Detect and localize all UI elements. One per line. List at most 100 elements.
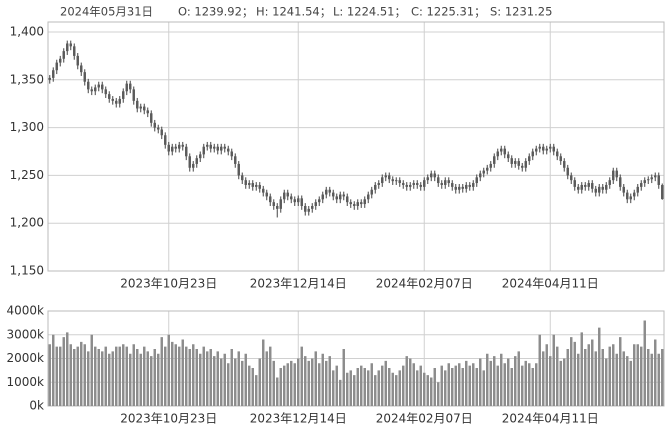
- volume-bar: [52, 334, 55, 406]
- volume-bar: [654, 339, 657, 406]
- volume-bar: [146, 351, 149, 406]
- candle-body: [419, 184, 422, 187]
- header-item: S: 1231.25: [490, 5, 552, 19]
- volume-bar: [612, 344, 615, 406]
- volume-bar: [293, 363, 296, 406]
- candle-body: [269, 196, 272, 203]
- candle-body: [199, 154, 202, 159]
- candle-body: [549, 146, 552, 149]
- volume-bar: [139, 353, 142, 406]
- candle-body: [272, 202, 275, 206]
- volume-bar: [416, 370, 419, 406]
- volume-bar: [304, 356, 307, 406]
- volume-bar: [640, 346, 643, 406]
- volume-bar: [90, 334, 93, 406]
- volume-bar: [178, 346, 181, 406]
- candle-body: [80, 65, 83, 73]
- y-tick-label: 1000k: [7, 375, 45, 389]
- volume-bar: [661, 349, 664, 406]
- candle-body: [514, 161, 517, 164]
- volume-bar: [500, 353, 503, 406]
- volume-bar: [234, 358, 237, 406]
- candle-body: [101, 84, 104, 90]
- plot-frame: [47, 21, 665, 272]
- volume-bar: [423, 372, 426, 406]
- volume-bar: [370, 363, 373, 406]
- volume-bar: [570, 337, 573, 406]
- volume-bar: [433, 368, 436, 406]
- candle-body: [657, 175, 660, 185]
- volume-bar: [577, 353, 580, 406]
- candle-body: [475, 177, 478, 184]
- candle-body: [237, 163, 240, 176]
- candle-body: [356, 202, 359, 206]
- candle-body: [647, 179, 650, 181]
- candle-body: [384, 175, 387, 178]
- volume-bar: [468, 365, 471, 406]
- candle-body: [293, 199, 296, 203]
- candle-body: [55, 62, 58, 71]
- volume-bar: [353, 375, 356, 406]
- candle-body: [654, 175, 657, 178]
- candle-body: [157, 127, 160, 130]
- candle-body: [328, 189, 331, 193]
- volume-bar: [346, 372, 349, 406]
- candle-body: [202, 146, 205, 155]
- x-tick-label: 2023年10月23日: [120, 412, 217, 426]
- volume-bar: [388, 368, 391, 406]
- candle-body: [279, 199, 282, 209]
- candle-body: [265, 192, 268, 197]
- volume-bar: [559, 360, 562, 406]
- candle-body: [409, 184, 412, 187]
- volume-bar: [426, 375, 429, 406]
- volume-bar: [164, 346, 167, 406]
- candle-body: [213, 146, 216, 149]
- candle-body: [192, 163, 195, 168]
- candle-body: [136, 100, 139, 109]
- candle-body: [559, 156, 562, 162]
- volume-bar: [419, 365, 422, 406]
- volume-bar: [647, 349, 650, 406]
- volume-bar: [251, 368, 254, 406]
- candle-body: [402, 183, 405, 185]
- volume-bar: [395, 375, 398, 406]
- volume-bar: [283, 365, 286, 406]
- candle-body: [97, 84, 100, 88]
- candle-body: [440, 183, 443, 185]
- candle-body: [570, 175, 573, 181]
- volume-bar: [237, 351, 240, 406]
- volume-bar: [622, 351, 625, 406]
- volume-bar: [489, 360, 492, 406]
- volume-bar: [542, 351, 545, 406]
- candle-body: [486, 167, 489, 171]
- candle-body: [129, 83, 132, 90]
- candle-body: [521, 165, 524, 168]
- candle-body: [286, 192, 289, 197]
- candle-body: [482, 170, 485, 174]
- candle-body: [451, 183, 454, 187]
- candle-body: [577, 186, 580, 190]
- candle-body: [220, 146, 223, 151]
- volume-bar: [122, 344, 125, 406]
- candle-body: [584, 184, 587, 187]
- volume-bar: [132, 344, 135, 406]
- volume-bar: [171, 341, 174, 406]
- volume-bar: [160, 337, 163, 406]
- candle-body: [542, 146, 545, 151]
- candle-body: [174, 146, 177, 149]
- volume-bar: [255, 375, 258, 406]
- header-item: C: 1225.31；: [411, 5, 486, 19]
- candle-body: [111, 98, 114, 101]
- volume-bar: [566, 349, 569, 406]
- volume-bar: [258, 358, 261, 406]
- candle-body: [563, 161, 566, 168]
- candle-body: [507, 154, 510, 159]
- volume-bar: [230, 349, 233, 406]
- candle-body: [125, 83, 128, 92]
- candle-body: [244, 180, 247, 185]
- volume-bar: [55, 346, 58, 406]
- candle-body: [461, 186, 464, 189]
- candle-body: [580, 184, 583, 190]
- volume-bar: [601, 349, 604, 406]
